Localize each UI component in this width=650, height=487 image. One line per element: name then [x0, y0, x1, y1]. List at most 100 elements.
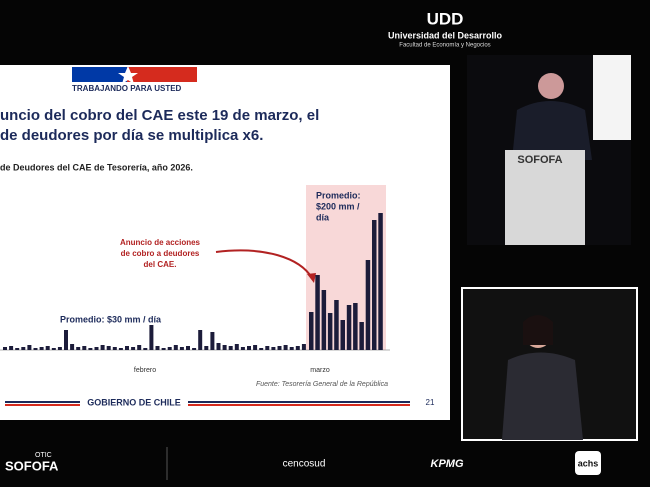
bar: [222, 345, 227, 350]
achs-box: [575, 451, 601, 475]
bar: [33, 348, 38, 350]
arrow: [215, 249, 313, 279]
bar: [137, 345, 142, 350]
note-high: $200 mm /: [316, 201, 360, 211]
university: Universidad del Desarrollo: [388, 30, 503, 40]
bar: [321, 290, 327, 350]
bar: [353, 303, 358, 350]
note-event: del CAE.: [144, 260, 177, 269]
bar: [283, 345, 288, 350]
bar: [346, 305, 352, 350]
interpreter-hair: [523, 315, 553, 345]
month-label: febrero: [134, 367, 156, 374]
bar: [228, 346, 233, 350]
note-event: de cobro a deudores: [121, 249, 200, 258]
bar: [9, 346, 14, 350]
bar: [173, 345, 178, 350]
bar: [234, 344, 239, 350]
bar: [372, 220, 377, 350]
bar: [271, 347, 276, 350]
bar: [149, 325, 154, 350]
note-high: día: [316, 212, 330, 222]
bar: [334, 300, 339, 350]
bar: [76, 347, 81, 350]
flag-star: [118, 66, 138, 84]
source: Fuente: Tesorería General de la Repúblic…: [256, 381, 388, 388]
bar: [309, 312, 314, 350]
bar: [94, 347, 99, 350]
arrow-head: [307, 273, 316, 283]
screen-light: [593, 55, 631, 140]
bar: [186, 346, 190, 350]
bar: [27, 345, 32, 350]
bar: [131, 347, 136, 350]
bar: [289, 347, 294, 350]
bar: [3, 347, 7, 350]
bar: [143, 348, 148, 350]
bar: [210, 332, 215, 350]
speaker-body: [512, 101, 592, 160]
bar: [259, 348, 264, 350]
note-high: Promedio:: [316, 190, 361, 200]
bar: [15, 348, 20, 350]
footer: GOBIERNO DE CHILE: [87, 397, 181, 407]
bar: [359, 322, 364, 350]
slide-title: uncio del cobro del CAE este 19 de marzo…: [0, 107, 319, 124]
bar: [57, 347, 62, 350]
bar: [192, 348, 197, 350]
chart: Promedio: $200 mm / día Anuncio de accio…: [0, 185, 390, 388]
bar: [365, 260, 371, 350]
bar: [340, 320, 345, 350]
bar: [301, 344, 306, 350]
bar: [161, 348, 166, 350]
bar: [179, 347, 184, 350]
bar: [39, 347, 44, 350]
bar: [155, 346, 160, 350]
slide-title: de deudores por día se multiplica x6.: [0, 127, 263, 144]
bar: [327, 313, 333, 350]
sponsor: cencosud: [283, 459, 326, 470]
bar: [216, 343, 221, 350]
sponsor: KPMG: [431, 458, 464, 470]
bar: [198, 330, 203, 350]
bar: [45, 346, 50, 350]
bar: [112, 347, 117, 350]
bar: [295, 346, 300, 350]
bar: [277, 346, 282, 350]
bar: [64, 330, 68, 350]
page-number: 21: [426, 398, 435, 407]
bar: [315, 275, 320, 350]
bar: [70, 344, 75, 350]
faculty: Facultad de Economía y Negocios: [399, 43, 490, 49]
bar: [106, 346, 111, 350]
bar: [378, 213, 383, 350]
bar: [125, 346, 129, 350]
bar: [247, 346, 251, 350]
bar: [167, 347, 172, 350]
bar: [51, 348, 56, 350]
bar: [100, 345, 105, 350]
month-label: marzo: [310, 367, 330, 374]
sponsor: achs: [578, 458, 599, 468]
chart-subtitle: de Deudores del CAE de Tesorería, año 20…: [0, 162, 193, 172]
bar: [253, 345, 258, 350]
bar: [82, 346, 87, 350]
bar: [204, 346, 209, 350]
podium-label: SOFOFA: [517, 154, 562, 166]
interpreter-body: [502, 352, 583, 440]
sponsor: SOFOFA: [5, 458, 59, 473]
udd-logo: UDD: [427, 9, 464, 28]
slide-tag: TRABAJANDO PARA USTED: [72, 84, 182, 93]
sponsor: OTIC: [35, 452, 52, 459]
bar: [265, 346, 270, 350]
bar: [240, 347, 245, 350]
bar: [118, 348, 123, 350]
speaker-head: [538, 73, 564, 99]
bar: [21, 347, 26, 350]
note-event: Anuncio de acciones: [120, 238, 201, 247]
note-low: Promedio: $30 mm / día: [60, 314, 162, 324]
flag-blue: [72, 67, 127, 82]
podium: [505, 150, 585, 245]
bar: [88, 348, 93, 350]
